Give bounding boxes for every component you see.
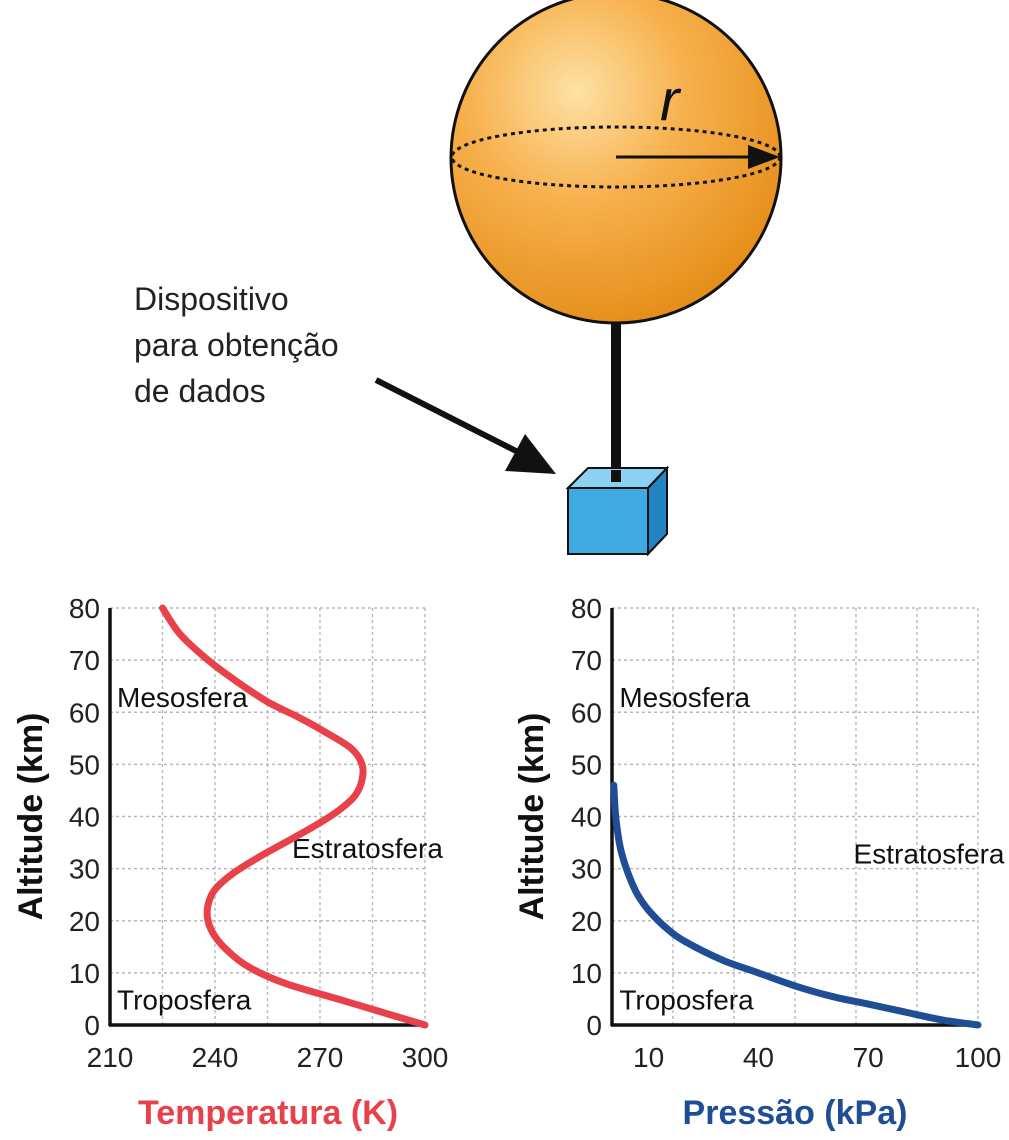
y-tick-label: 30 (69, 854, 100, 885)
temperature-chart: 0 10 20 30 40 50 60 70 80 210 240 270 300 Mesosfera Es… (12, 593, 448, 1132)
y-axis-label: Altitude (km) (12, 713, 50, 921)
y-tick-label: 60 (571, 697, 602, 728)
data-device-box (565, 465, 670, 557)
weather-balloon-illustration: r Dispositivo para obtenção de dados (134, 0, 783, 557)
y-tick-label: 40 (69, 802, 100, 833)
y-tick-label: 20 (571, 906, 602, 937)
grid (612, 607, 979, 1025)
series-line (159, 604, 429, 1029)
y-tick-label: 40 (571, 802, 602, 833)
region-label: Mesosfera (619, 682, 750, 713)
region-label: Mesosfera (117, 682, 248, 713)
y-tick-label: 50 (69, 749, 100, 780)
y-tick-label: 10 (69, 958, 100, 989)
y-tick-label: 10 (571, 958, 602, 989)
region-label: Estratosfera (854, 838, 1005, 869)
x-tick-label: 100 (955, 1042, 1002, 1073)
device-label: Dispositivo para obtenção de dados (134, 281, 348, 409)
grid (110, 607, 426, 1025)
region-label: Estratosfera (292, 833, 443, 864)
region-label: Troposfera (117, 984, 252, 1015)
region-label: Troposfera (619, 984, 754, 1015)
balloon (449, 0, 783, 325)
pressure-chart: 0 10 20 30 40 50 60 70 80 10 40 70 100 Mesosfera Estra… (513, 593, 1005, 1132)
x-axis-label: Temperatura (K) (138, 1094, 398, 1132)
y-tick-label: 60 (69, 697, 100, 728)
device-label-line-1: Dispositivo (134, 281, 289, 317)
radius-arrow-head (748, 145, 780, 169)
x-tick-label: 240 (192, 1042, 239, 1073)
y-tick-label: 70 (69, 645, 100, 676)
y-tick-label: 50 (571, 749, 602, 780)
y-tick-label: 80 (69, 593, 100, 624)
y-tick-label: 70 (571, 645, 602, 676)
device-label-line-2: para obtenção (134, 327, 339, 363)
x-tick-label: 40 (743, 1042, 774, 1073)
y-tick-label: 0 (586, 1010, 602, 1041)
device-label-line-3: de dados (134, 373, 266, 409)
x-tick-label: 10 (633, 1042, 664, 1073)
y-tick-label: 0 (84, 1010, 100, 1041)
y-tick-label: 20 (69, 906, 100, 937)
x-tick-label: 270 (297, 1042, 344, 1073)
device-pointer-arrow-shaft (374, 377, 520, 455)
x-tick-label: 70 (853, 1042, 884, 1073)
radius-label: r (660, 68, 682, 133)
y-axis-label: Altitude (km) (513, 713, 551, 921)
x-tick-label: 210 (87, 1042, 134, 1073)
y-tick-label: 80 (571, 593, 602, 624)
device-pointer-arrow-head (505, 434, 556, 474)
x-tick-label: 300 (402, 1042, 449, 1073)
x-axis-label: Pressão (kPa) (683, 1094, 908, 1132)
series-line (610, 781, 982, 1029)
y-tick-label: 30 (571, 854, 602, 885)
